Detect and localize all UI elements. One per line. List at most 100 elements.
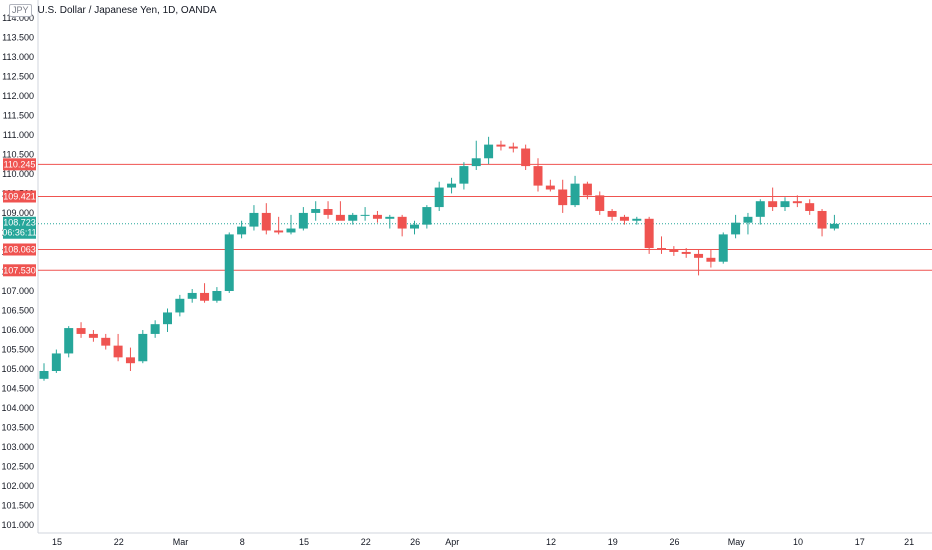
candle[interactable] — [150, 320, 160, 338]
level-price-tag — [3, 264, 36, 277]
candle-body — [582, 183, 592, 196]
candle[interactable] — [51, 349, 61, 373]
candle[interactable] — [422, 205, 432, 229]
candle[interactable] — [731, 214, 741, 239]
candle[interactable] — [669, 246, 679, 256]
candle[interactable] — [619, 214, 629, 225]
candle-body — [224, 234, 234, 291]
candle[interactable] — [261, 203, 271, 235]
level-price-label: 108.063 — [3, 245, 36, 255]
candle[interactable] — [138, 330, 148, 364]
candle[interactable] — [545, 179, 555, 192]
horizontal-levels[interactable] — [38, 163, 932, 271]
candle[interactable] — [200, 283, 210, 303]
chart-title: U.S. Dollar / Japanese Yen, 1D, OANDA — [37, 5, 217, 16]
candle-body — [496, 144, 506, 147]
candle[interactable] — [508, 142, 518, 153]
candle[interactable] — [792, 195, 802, 208]
x-tick-label: 15 — [299, 537, 309, 547]
candle[interactable] — [570, 175, 580, 208]
candle[interactable] — [582, 181, 592, 200]
candle[interactable] — [780, 197, 790, 211]
candle[interactable] — [397, 214, 407, 237]
candle[interactable] — [224, 232, 234, 293]
candle[interactable] — [175, 294, 185, 317]
candle-body — [51, 353, 61, 372]
candle[interactable] — [743, 212, 753, 235]
candle[interactable] — [496, 140, 506, 151]
candle[interactable] — [212, 287, 222, 303]
candle[interactable] — [657, 236, 666, 254]
y-tick-label: 104.000 — [1, 403, 34, 413]
candle-body — [88, 333, 98, 338]
candle[interactable] — [434, 181, 444, 211]
y-tick-label: 101.000 — [1, 520, 34, 530]
currency-badge[interactable]: JPY — [9, 4, 32, 17]
candle[interactable] — [274, 216, 284, 235]
candle[interactable] — [335, 201, 345, 221]
candle[interactable] — [607, 209, 617, 221]
candle[interactable] — [459, 162, 469, 190]
candle[interactable] — [829, 214, 839, 231]
candle[interactable] — [348, 212, 358, 225]
candle[interactable] — [298, 207, 308, 231]
candle-body — [644, 218, 654, 249]
candle[interactable] — [644, 216, 654, 254]
candle[interactable] — [471, 140, 481, 170]
candle-body — [76, 328, 86, 334]
candle[interactable] — [632, 216, 642, 225]
candle[interactable] — [237, 220, 247, 239]
candle[interactable] — [163, 308, 172, 332]
candle[interactable] — [694, 250, 704, 276]
y-tick-label: 113.000 — [2, 52, 34, 62]
candle-body — [817, 210, 827, 229]
time-axis[interactable]: 15 22 Mar 8 15 22 26 Apr 12 19 26 May 10 17 21 — [38, 532, 932, 547]
candle[interactable] — [39, 363, 49, 381]
candle-body — [533, 166, 543, 186]
candle[interactable] — [64, 326, 74, 358]
candle[interactable] — [447, 177, 457, 194]
candle[interactable] — [101, 333, 111, 350]
candlestick-series[interactable] — [39, 136, 839, 381]
y-tick-label: 112.500 — [2, 71, 34, 81]
candle[interactable] — [805, 199, 815, 215]
candle[interactable] — [718, 232, 728, 264]
y-tick-label: 109.000 — [1, 208, 34, 218]
candle[interactable] — [125, 347, 135, 372]
candle[interactable] — [113, 333, 123, 362]
candle[interactable] — [681, 248, 691, 258]
candle[interactable] — [533, 158, 543, 192]
x-tick-label: 21 — [904, 537, 914, 547]
candle[interactable] — [372, 210, 382, 223]
candle-body — [558, 189, 568, 206]
candle-body — [545, 185, 555, 190]
candle[interactable] — [484, 136, 494, 165]
candle-body — [261, 212, 271, 231]
candle-body — [360, 214, 370, 216]
y-tick-label: 103.500 — [1, 423, 34, 433]
candle[interactable] — [521, 144, 531, 170]
candle[interactable] — [706, 250, 716, 268]
candle[interactable] — [817, 209, 827, 237]
candle[interactable] — [311, 201, 321, 221]
candle[interactable] — [286, 214, 296, 235]
candle-body — [829, 223, 839, 229]
candle[interactable] — [768, 187, 778, 211]
x-tick-label: 22 — [114, 537, 124, 547]
y-tick-label: 105.000 — [1, 364, 34, 374]
y-tick-label: 111.000 — [3, 130, 34, 140]
candle[interactable] — [558, 179, 568, 213]
candle[interactable] — [323, 201, 333, 219]
candle-body — [200, 292, 210, 301]
candle[interactable] — [249, 205, 259, 231]
candle-body — [805, 203, 815, 211]
candle[interactable] — [76, 322, 86, 338]
candle[interactable] — [187, 289, 197, 303]
candle[interactable] — [88, 330, 98, 342]
candle[interactable] — [410, 220, 419, 235]
candle[interactable] — [385, 214, 395, 229]
candle[interactable] — [360, 207, 370, 221]
candle[interactable] — [755, 199, 765, 225]
candle[interactable] — [595, 191, 605, 215]
